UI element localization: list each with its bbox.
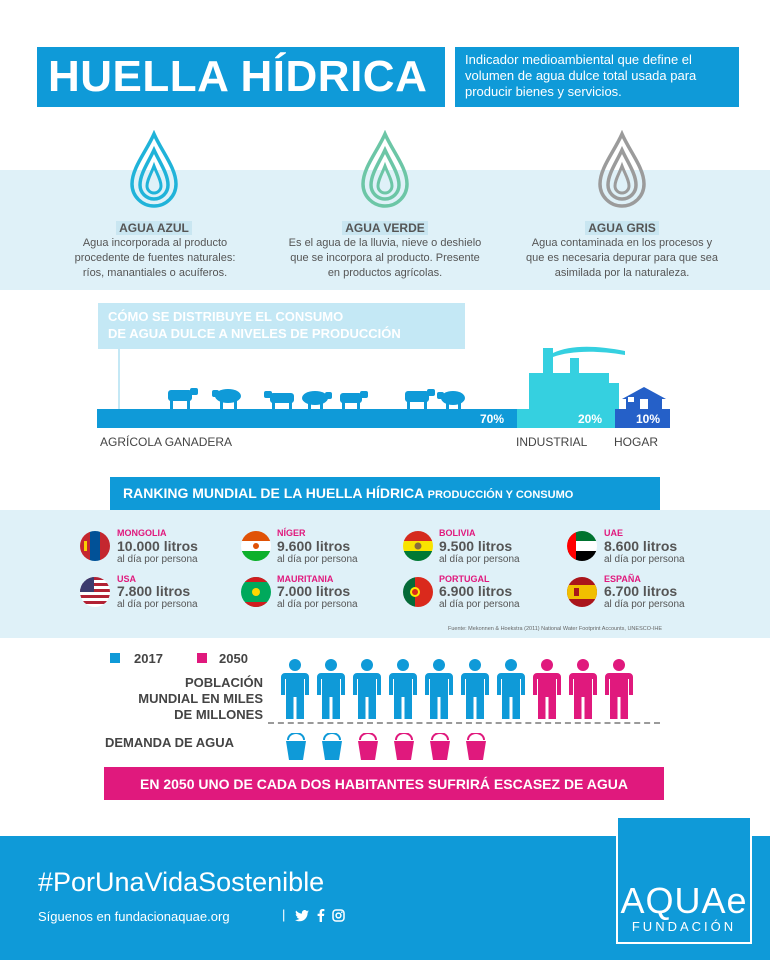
population-label: POBLACIÓN MUNDIAL EN MILES DE MILLONES [138,675,263,722]
distribution-connector [118,349,120,409]
twitter-icon[interactable] [295,909,310,922]
distribution-title-box [98,303,465,349]
social-links: | [282,907,346,923]
country-name: ESPAÑA [604,574,641,584]
distribution-bar-home [615,409,670,428]
country-per-day: al día por persona [117,599,198,610]
person-icon [425,659,453,719]
house-icon [622,387,666,411]
mauritania-flag [241,577,271,607]
water-type-title: AGUA AZUL [84,221,224,235]
livestock-icon [168,388,465,410]
person-icon [497,659,525,719]
header-banner [37,47,739,107]
legend-swatch-2050 [197,653,207,663]
sector-percent: 20% [578,412,603,426]
factory-icon [529,346,625,410]
legend-label: 2017 [134,651,163,666]
country-liters: 8.600 litros [604,538,678,554]
country-name: PORTUGAL [439,574,490,584]
person-icon [605,659,633,719]
aquae-logo-box [616,816,752,944]
country-name: MAURITANIA [277,574,334,584]
hashtag: #PorUnaVidaSostenible [38,867,325,897]
country-liters: 7.000 litros [277,583,351,599]
distribution-bar-industrial [517,409,615,428]
ranking-title-bar [110,477,660,510]
scarcity-banner [104,767,664,800]
sector-label: INDUSTRIAL [516,435,588,449]
water-drop-icon [130,130,178,208]
person-icon [353,659,381,719]
country-name: MONGOLIA [117,528,167,538]
bolivia-flag [403,531,433,561]
ranking-band [0,510,770,638]
bucket-icon [394,733,414,760]
sector-percent: 10% [636,412,661,426]
water-type-title: AGUA GRIS [552,221,692,235]
sector-label: AGRÍCOLA GANADERA [100,435,233,449]
person-icon [569,659,597,719]
demand-label: DEMANDA DE AGUA [105,735,235,750]
distribution-title: CÓMO SE DISTRIBUYE EL CONSUMO [108,309,344,324]
country-per-day: al día por persona [604,599,685,610]
source-note: Fuente: Mekonnen & Hoekstra (2011) Natio… [448,626,662,632]
country-name: NÍGER [277,528,306,538]
country-per-day: al día por persona [117,554,198,565]
header-divider [445,47,455,107]
scarcity-message: EN 2050 UNO DE CADA DOS HABITANTES SUFRI… [140,776,628,792]
distribution-title: DE AGUA DULCE A NIVELES DE PRODUCCIÓN [108,326,401,341]
country-name: BOLIVIA [439,528,476,538]
legend-label: 2050 [219,651,248,666]
dashed-divider [268,722,660,724]
water-drop-icon [598,130,646,208]
country-liters: 7.800 litros [117,583,191,599]
mongolia-flag [80,531,110,561]
sector-percent: 70% [480,412,505,426]
water-type-description: Es el agua de la lluvia, nieve o deshiel… [288,237,482,279]
country-per-day: al día por persona [439,554,520,565]
usa-flag [80,577,110,607]
country-per-day: al día por persona [604,554,685,565]
water-type-description: Agua contaminada en los procesos y que es… [525,237,719,279]
water-type-title: AGUA VERDE [315,221,455,235]
spain-flag [567,577,597,607]
country-per-day: al día por persona [439,599,520,610]
person-icon [533,659,561,719]
country-name: UAE [604,528,624,538]
bucket-icon [358,733,378,760]
facebook-icon[interactable] [317,909,325,923]
bucket-icon [430,733,450,760]
portugal-flag [403,577,433,607]
ranking-title: RANKING MUNDIAL DE LA HUELLA HÍDRICA PRO… [123,485,574,501]
person-icon [317,659,345,719]
country-per-day: al día por persona [277,599,358,610]
water-type-description: Agua incorporada al producto procedente d… [74,237,236,279]
bucket-icon [286,733,306,760]
separator: | [282,907,286,922]
header-description: Indicador medioambiental que define el v… [465,52,697,99]
aquae-logo: AQUAe [620,880,748,921]
country-liters: 6.700 litros [604,583,678,599]
bucket-icon [466,733,486,760]
country-liters: 10.000 litros [117,538,198,554]
follow-link[interactable]: Síguenos en fundacionaquae.org [38,909,230,924]
bucket-icon [322,733,342,760]
niger-flag [241,531,271,561]
uae-flag [567,531,597,561]
instagram-icon[interactable] [332,909,346,922]
country-liters: 6.900 litros [439,583,513,599]
country-liters: 9.500 litros [439,538,513,554]
country-liters: 9.600 litros [277,538,351,554]
person-icon [389,659,417,719]
person-icon [281,659,309,719]
person-icon [461,659,489,719]
water-drop-icon [361,130,409,208]
sector-label: HOGAR [614,435,659,449]
page-title: HUELLA HÍDRICA [48,52,428,101]
country-name: USA [117,574,137,584]
aquae-logo-subtitle: FUNDACIÓN [631,919,737,934]
country-per-day: al día por persona [277,554,358,565]
legend-swatch-2017 [110,653,120,663]
